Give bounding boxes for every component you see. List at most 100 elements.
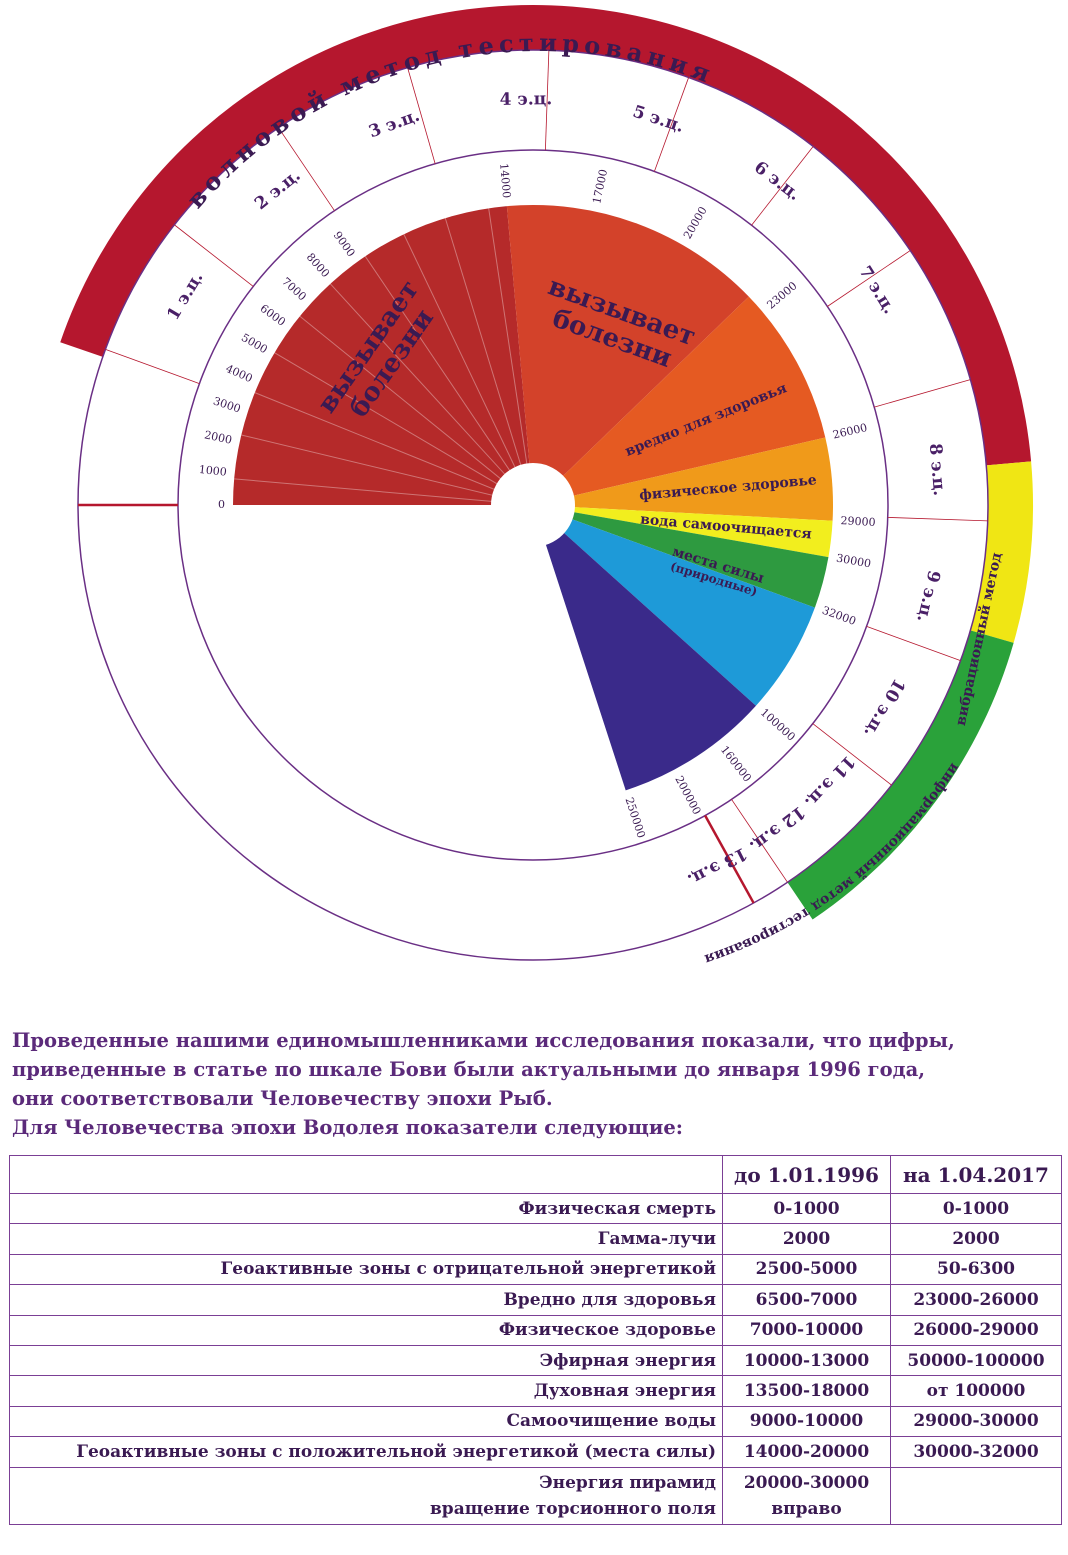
intro-line: приведенные в статье по шкале Бови были … (12, 1058, 926, 1081)
energy-center-label: 4 э.ц. (500, 89, 553, 110)
row-label: Физическая смерть (9, 1192, 723, 1225)
wedge-divider (403, 234, 534, 506)
row-label: Физическое здоровье (9, 1314, 723, 1346)
row-label-line: Энергия пирамид (539, 1472, 716, 1493)
ring-divider (174, 224, 254, 287)
intro-text: Проведенные нашими единомышленниками исс… (12, 1026, 1052, 1142)
row-label: Эфирная энергия (9, 1344, 723, 1377)
ring-divider (278, 127, 335, 211)
scale-tick-label: 29000 (840, 514, 876, 529)
end-marker (704, 814, 755, 904)
row-label: Самоочищение воды (9, 1405, 723, 1438)
wedge-divider (329, 283, 534, 506)
energy-center-label: 11 э.ц. (800, 751, 858, 812)
wedge-divider (241, 434, 534, 506)
scale-tick-label: 14000 (497, 163, 513, 199)
row-label-line: вращение торсионного поля (430, 1498, 716, 1519)
table-row: Физическая смерть 0-1000 0-1000 (9, 1192, 1062, 1225)
scale-tick-label: 23000 (764, 279, 799, 311)
scale-tick-label: 100000 (758, 706, 798, 744)
row-label: Гамма-лучи (9, 1223, 723, 1255)
ring-divider (887, 516, 988, 522)
scale-tick-label: 1000 (198, 463, 227, 479)
value-2017: 0-1000 (890, 1192, 1062, 1225)
row-label: Энергия пирамид вращение торсионного поля (9, 1466, 723, 1525)
color-wedges (233, 204, 833, 791)
wave-method-band (60, 5, 1032, 466)
table-header-row: до 1.01.1996 на 1.04.2017 (9, 1155, 1062, 1194)
ring-divider (866, 626, 961, 661)
value-2017: 2000 (890, 1223, 1062, 1255)
wedge-divider (444, 217, 534, 506)
scale-tick-label: 8000 (304, 251, 332, 281)
energy-center-label: 3 э.ц. (366, 106, 422, 143)
row-label: Геоактивные зоны с положительной энергет… (9, 1436, 723, 1468)
zone-wedge (533, 505, 815, 706)
value-2017: 50000-100000 (890, 1344, 1062, 1377)
table-row: Самоочищение воды 9000-10000 29000-30000 (9, 1405, 1062, 1438)
energy-center-label: 13 э.ц. (684, 843, 750, 890)
value-1996-line: 20000-30000 (743, 1472, 870, 1493)
scale-tick-label: 7000 (279, 275, 309, 303)
energy-center-label: 6 э.ц. (750, 157, 804, 205)
intro-line: Для Человечества эпохи Водолея показател… (12, 1116, 683, 1139)
energy-center-label: 8 э.ц. (925, 443, 949, 497)
scale-tick-label: 9000 (331, 229, 358, 259)
scale-tick-label: 6000 (258, 302, 288, 329)
table-row: Вредно для здоровья 6500-7000 23000-26000 (9, 1284, 1062, 1316)
scale-tick-label: 3000 (212, 395, 243, 416)
table-body: Физическая смерть 0-1000 0-1000 Гамма-лучи 2… (9, 1192, 1062, 1525)
table-row: Эфирная энергия 10000-13000 50000-100000 (9, 1344, 1062, 1377)
header-1996: до 1.01.1996 (722, 1155, 891, 1194)
energy-center-label: 7 э.ц. (854, 263, 899, 318)
value-1996: 2500-5000 (722, 1253, 891, 1286)
zone-wedge (533, 505, 833, 558)
value-2017: от 100000 (890, 1375, 1062, 1407)
scale-rings (77, 49, 989, 961)
method-bands (60, 5, 1033, 920)
scale-tick-label: 5000 (239, 331, 270, 356)
scale-tick-label: 32000 (820, 604, 857, 628)
value-1996: 9000-10000 (722, 1405, 891, 1438)
value-1996: 6500-7000 (722, 1284, 891, 1316)
ring-divider (812, 723, 892, 786)
table-row: Духовная энергия 13500-18000 от 100000 (9, 1375, 1062, 1407)
wedge-divider (274, 352, 534, 506)
ring-divider (827, 250, 911, 307)
scale-tick-label: 17000 (590, 168, 610, 205)
ring-divider (407, 67, 436, 164)
value-1996: 20000-30000 вправо (722, 1466, 891, 1525)
value-2017: 26000-29000 (890, 1314, 1062, 1346)
ring-divider (731, 799, 788, 883)
wedge-divider (364, 256, 534, 506)
vibration-method-band (970, 461, 1033, 643)
table-row: Гамма-лучи 2000 2000 (9, 1223, 1062, 1255)
zone-wedge (533, 505, 756, 791)
center-hole (491, 463, 575, 547)
row-label: Вредно для здоровья (9, 1284, 723, 1316)
wedge-divider (488, 208, 534, 506)
value-1996: 7000-10000 (722, 1314, 891, 1346)
zone-wedge (506, 204, 749, 505)
wedge-divider (254, 392, 534, 506)
scale-tick-label: 20000 (681, 204, 710, 241)
value-2017: 30000-32000 (890, 1436, 1062, 1468)
value-2017: 50-6300 (890, 1253, 1062, 1286)
energy-center-label: 10 э.ц. (859, 675, 908, 741)
scale-tick-label: 160000 (718, 743, 754, 784)
zone-wedge (533, 296, 826, 505)
zone-wedge (233, 206, 533, 505)
ring-divider (874, 379, 971, 408)
value-2017: 29000-30000 (890, 1405, 1062, 1438)
scale-tick-label: 200000 (672, 774, 703, 817)
table-row: Геоактивные зоны с положительной энергет… (9, 1436, 1062, 1468)
wedge-divider (234, 478, 534, 506)
comparison-table: до 1.01.1996 на 1.04.2017 Физическая сме… (9, 1155, 1062, 1525)
table-row: Геоактивные зоны с отрицательной энергет… (9, 1253, 1062, 1286)
scale-tick-label: 250000 (622, 796, 647, 840)
ring-divider (751, 146, 814, 226)
intro-line: Проведенные нашими единомышленниками исс… (12, 1029, 955, 1052)
value-1996: 13500-18000 (722, 1375, 891, 1407)
scale-tick-label: 2000 (203, 428, 233, 447)
zone-wedge (533, 505, 829, 608)
